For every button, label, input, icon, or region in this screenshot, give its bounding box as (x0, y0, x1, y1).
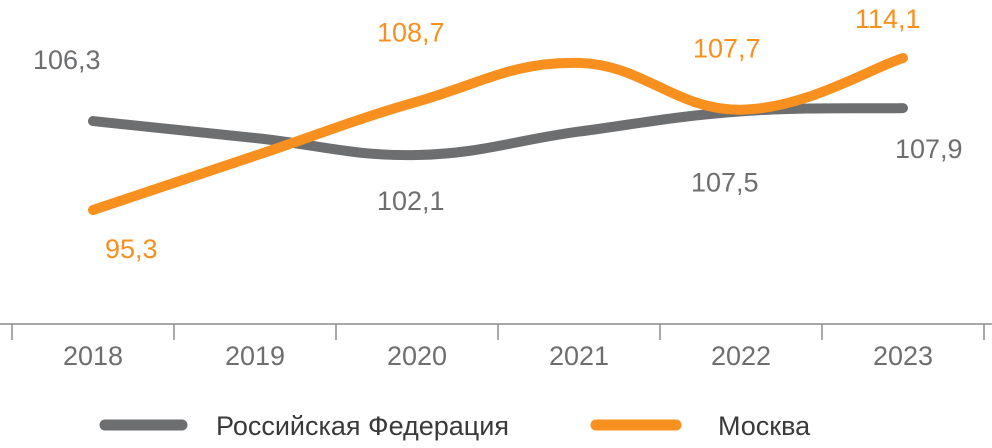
legend-label: Москва (718, 411, 811, 441)
data-label: 106,3 (33, 45, 101, 75)
data-label: 107,9 (895, 134, 963, 164)
x-tick-label: 2018 (63, 341, 123, 371)
x-tick-label: 2019 (225, 341, 285, 371)
data-label: 114,1 (855, 4, 921, 34)
x-tick-label: 2023 (873, 341, 933, 371)
legend: Российская Федерация Москва (99, 411, 811, 441)
x-tick-label: 2022 (711, 341, 771, 371)
x-axis: 2018 2019 2020 2021 2022 2023 (0, 323, 992, 371)
data-label: 95,3 (105, 234, 158, 264)
legend-label: Российская Федерация (216, 411, 509, 441)
legend-item-russia: Российская Федерация (99, 411, 509, 441)
data-label: 102,1 (377, 186, 445, 216)
legend-item-moscow: Москва (590, 411, 811, 441)
data-label: 107,7 (693, 34, 761, 64)
data-label: 107,5 (691, 167, 759, 197)
series-line-russia (88, 103, 908, 161)
x-tick-label: 2021 (549, 341, 609, 371)
x-tick-label: 2020 (387, 341, 447, 371)
series-line-moscow (88, 53, 908, 215)
series-layer (88, 53, 908, 215)
data-label: 108,7 (377, 18, 445, 48)
data-labels: 106,3 102,1 107,5 107,9 95,3 108,7 107,7 114,1 (33, 4, 963, 264)
